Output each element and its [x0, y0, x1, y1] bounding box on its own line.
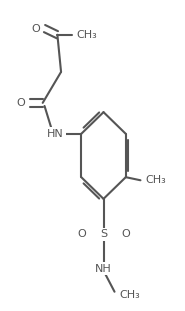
Text: CH₃: CH₃	[119, 290, 140, 300]
Text: NH: NH	[95, 263, 112, 273]
Text: HN: HN	[47, 129, 64, 139]
Text: O: O	[16, 98, 25, 108]
Text: CH₃: CH₃	[77, 30, 97, 40]
Text: O: O	[77, 230, 86, 239]
Text: CH₃: CH₃	[145, 175, 166, 185]
Text: O: O	[121, 230, 130, 239]
Text: O: O	[31, 24, 40, 34]
Text: S: S	[100, 230, 107, 239]
